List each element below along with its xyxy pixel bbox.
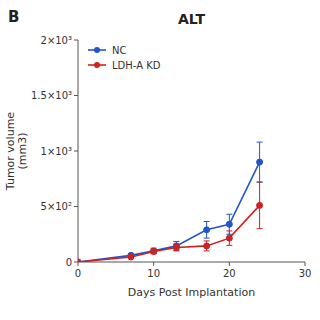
y-tick-label: 5×10² — [41, 201, 72, 212]
error-bar — [173, 244, 179, 251]
y-tick-label: 2×10³ — [41, 35, 72, 46]
error-bar — [226, 231, 232, 245]
error-bar — [173, 241, 179, 250]
error-bar — [204, 221, 210, 238]
error-bar — [151, 248, 157, 254]
point — [173, 245, 179, 251]
error-bar — [151, 249, 157, 253]
y-axis-label: Tumor volume(mm3) — [4, 112, 29, 191]
y-tick — [74, 206, 78, 207]
x-axis-line — [78, 262, 305, 263]
point — [257, 159, 263, 165]
legend: NC LDH-A KD — [88, 45, 161, 71]
y-tick — [74, 262, 78, 263]
chart: B ALT 0 5×10² 1×10³ 1.5×10³ 2×10³ 0 10 20 30 Days P… — [0, 0, 320, 320]
y-tick-label: 1×10³ — [41, 146, 72, 157]
point — [204, 227, 210, 233]
x-tick-label: 10 — [147, 268, 160, 279]
point — [226, 221, 232, 227]
error-bar — [257, 142, 263, 182]
x-tick-label: 30 — [299, 268, 312, 279]
legend-marker — [94, 62, 100, 68]
y-tick — [74, 151, 78, 152]
point — [151, 248, 157, 254]
x-tick — [229, 262, 230, 266]
y-tick — [74, 95, 78, 96]
x-tick — [305, 262, 306, 266]
error-bar — [204, 241, 210, 251]
y-axis-label-line: (mm3) — [16, 132, 29, 169]
series-line — [78, 162, 260, 262]
x-tick-label: 20 — [223, 268, 236, 279]
y-tick-label: 0 — [66, 257, 72, 268]
x-axis-label: Days Post Implantation — [128, 286, 255, 299]
y-tick-label: 1.5×10³ — [31, 90, 72, 101]
legend-label: LDH-A KD — [112, 60, 161, 71]
point — [78, 259, 81, 262]
legend-marker — [94, 47, 100, 53]
panel-label: B — [8, 8, 19, 26]
y-tick — [74, 40, 78, 41]
legend-label: NC — [112, 45, 126, 56]
plot-area — [78, 142, 263, 262]
point — [151, 248, 157, 254]
x-tick — [153, 262, 154, 266]
title: ALT — [178, 11, 205, 27]
series-line — [78, 205, 260, 262]
point — [78, 259, 81, 262]
point — [226, 235, 232, 241]
point — [204, 243, 210, 249]
x-tick — [78, 262, 79, 266]
x-tick-label: 0 — [75, 268, 81, 279]
point — [128, 254, 134, 260]
point — [257, 202, 263, 208]
error-bar — [257, 182, 263, 229]
